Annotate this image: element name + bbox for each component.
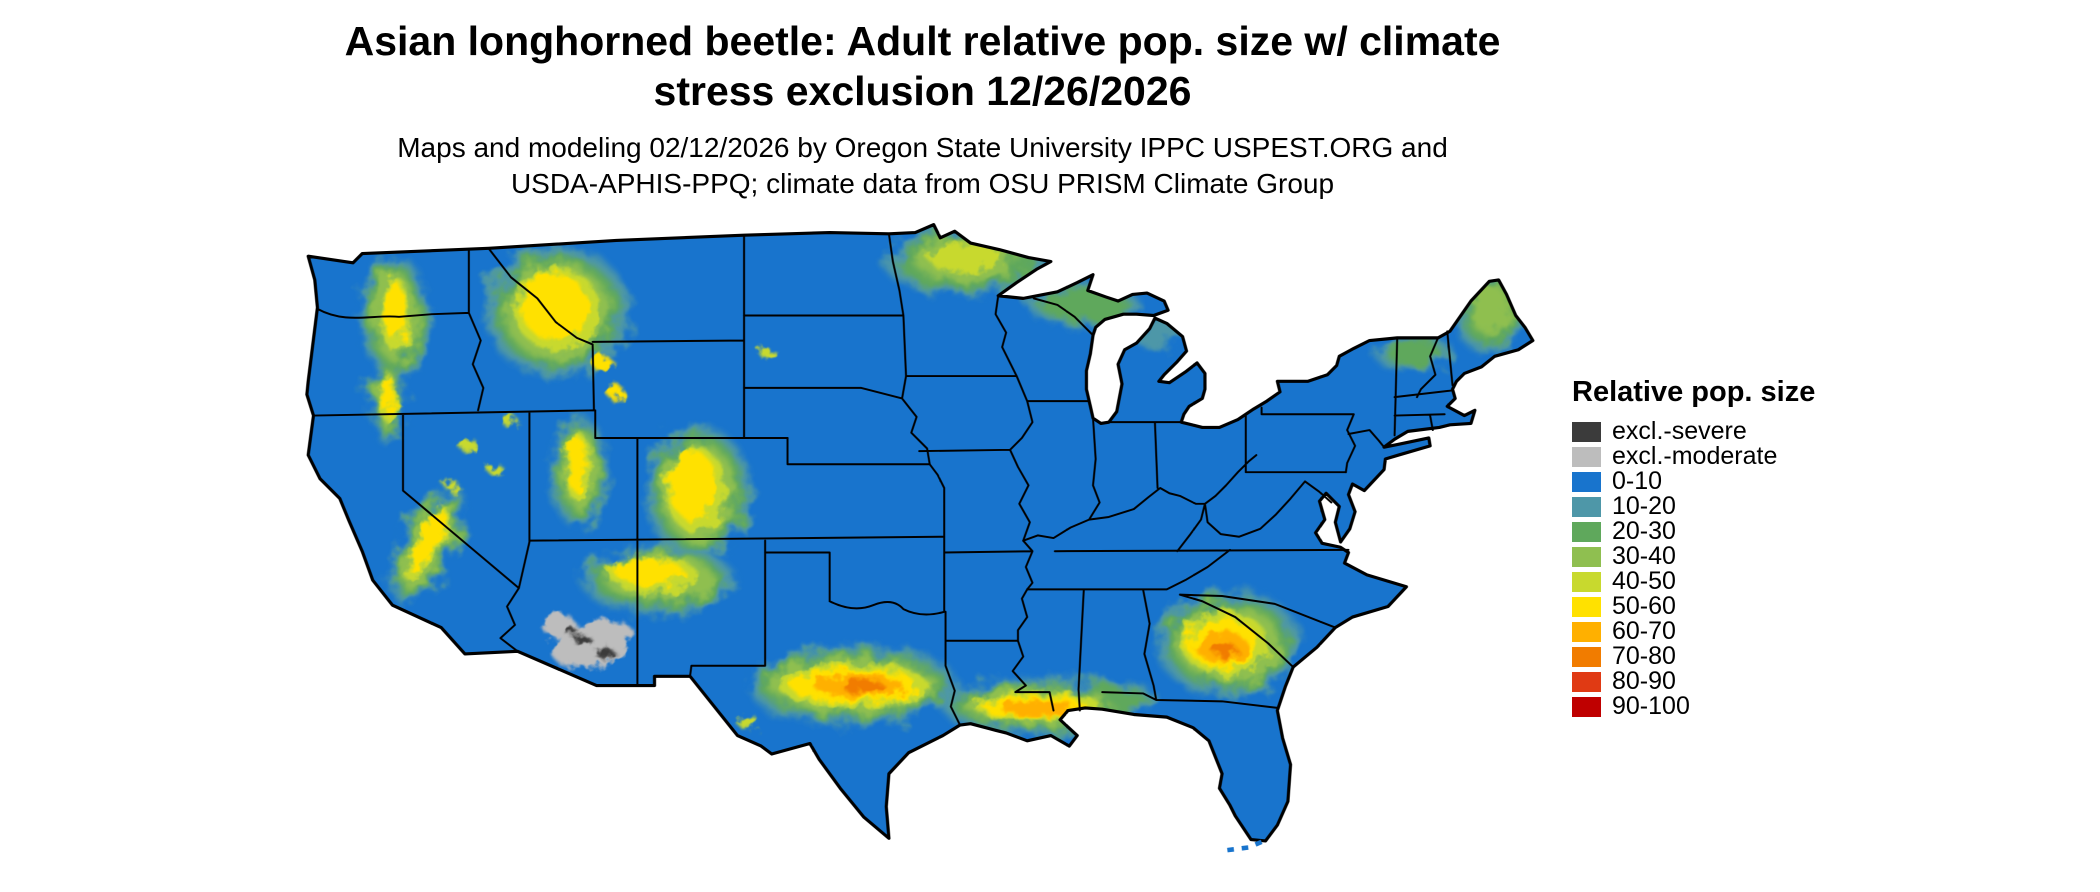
legend-color-swatch	[1572, 621, 1601, 642]
legend-color-swatch	[1572, 671, 1601, 692]
legend-color-swatch	[1572, 596, 1601, 617]
legend-color-swatch	[1572, 496, 1601, 517]
legend-row: 0-10	[1572, 467, 1872, 495]
legend-row: excl.-moderate	[1572, 442, 1872, 470]
legend-row: 50-60	[1572, 592, 1872, 620]
raster-band-70-80	[842, 642, 1237, 694]
legend-label: 60-70	[1612, 617, 1676, 645]
legend-label: 90-100	[1612, 692, 1690, 720]
state-borders-northeast	[1260, 330, 1454, 474]
legend-color-swatch	[1572, 696, 1601, 717]
legend-row: 90-100	[1572, 692, 1872, 720]
legend-title: Relative pop. size	[1572, 376, 1816, 408]
legend-label: excl.-severe	[1612, 417, 1747, 445]
legend-row: 30-40	[1572, 542, 1872, 570]
state-borders	[312, 232, 1454, 727]
legend-row: 70-80	[1572, 642, 1872, 670]
map-subtitle-line1: Maps and modeling 02/12/2026 by Oregon S…	[397, 132, 1448, 164]
state-borders-east	[1022, 413, 1350, 712]
legend-label: 20-30	[1612, 517, 1676, 545]
legend-color-swatch	[1572, 546, 1601, 567]
us-outline	[305, 223, 1535, 843]
map-header: Asian longhorned beetle: Adult relative …	[0, 16, 1845, 203]
legend-color-swatch	[1572, 471, 1601, 492]
legend-label: 0-10	[1612, 467, 1663, 495]
legend-row: 60-70	[1572, 617, 1872, 645]
map-title: Asian longhorned beetle: Adult relative …	[0, 16, 1845, 116]
map-subtitle-line2: USDA-APHIS-PPQ; climate data from OSU PR…	[510, 168, 1335, 200]
legend-row: 10-20	[1572, 492, 1872, 520]
map-subtitle: Maps and modeling 02/12/2026 by Oregon S…	[0, 130, 1845, 203]
legend-label: 40-50	[1612, 567, 1676, 595]
legend-color-swatch	[1572, 646, 1601, 667]
legend-label: excl.-moderate	[1612, 442, 1778, 470]
legend-color-swatch	[1572, 571, 1601, 592]
legend-label: 30-40	[1612, 542, 1676, 570]
state-borders-west	[312, 234, 946, 687]
map-title-line2: stress exclusion 12/26/2026	[653, 68, 1192, 115]
legend-color-swatch	[1572, 421, 1601, 442]
us-map-svg	[305, 223, 1535, 853]
florida-keys	[1227, 837, 1268, 853]
legend-items: excl.-severe excl.-moderate 0-10 10-20 2…	[1572, 417, 1872, 720]
raster-layer	[306, 224, 1533, 841]
legend-color-swatch	[1572, 446, 1601, 467]
legend-row: 40-50	[1572, 567, 1872, 595]
legend-row: 80-90	[1572, 667, 1872, 695]
us-map	[300, 222, 1545, 887]
map-legend: Relative pop. size excl.-severe excl.-mo…	[1572, 376, 1872, 720]
legend-label: 70-80	[1612, 642, 1676, 670]
map-title-line1: Asian longhorned beetle: Adult relative …	[344, 18, 1501, 64]
legend-label: 50-60	[1612, 592, 1676, 620]
legend-row: 20-30	[1572, 517, 1872, 545]
legend-label: 10-20	[1612, 492, 1676, 520]
legend-row: excl.-severe	[1572, 417, 1872, 445]
raster-excl-severe	[566, 627, 614, 658]
state-borders-central	[743, 232, 1095, 727]
legend-label: 80-90	[1612, 667, 1676, 695]
legend-color-swatch	[1572, 521, 1601, 542]
